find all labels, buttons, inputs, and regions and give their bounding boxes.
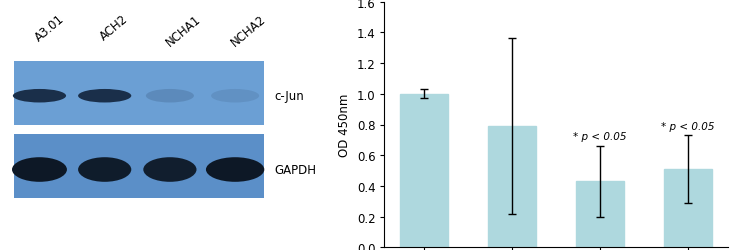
Y-axis label: OD 450nm: OD 450nm [338,94,351,156]
Ellipse shape [146,90,194,103]
Ellipse shape [143,158,196,182]
Ellipse shape [206,158,265,182]
Bar [488,126,537,248]
Text: ACH2: ACH2 [98,12,131,43]
Bar [400,94,448,248]
Ellipse shape [78,90,132,103]
Text: GAPDH: GAPDH [275,163,317,176]
Text: A3.01: A3.01 [32,12,67,44]
Text: NCHA1: NCHA1 [163,12,203,49]
Text: NCHA2: NCHA2 [229,12,268,49]
Ellipse shape [13,90,66,103]
Ellipse shape [211,90,259,103]
FancyBboxPatch shape [14,61,265,125]
Text: * p < 0.05: * p < 0.05 [573,132,627,142]
Bar [664,170,712,248]
FancyBboxPatch shape [14,135,265,198]
Ellipse shape [12,158,67,182]
Bar [576,182,624,248]
Ellipse shape [78,158,132,182]
Text: * p < 0.05: * p < 0.05 [661,121,714,131]
Text: c-Jun: c-Jun [275,90,304,103]
